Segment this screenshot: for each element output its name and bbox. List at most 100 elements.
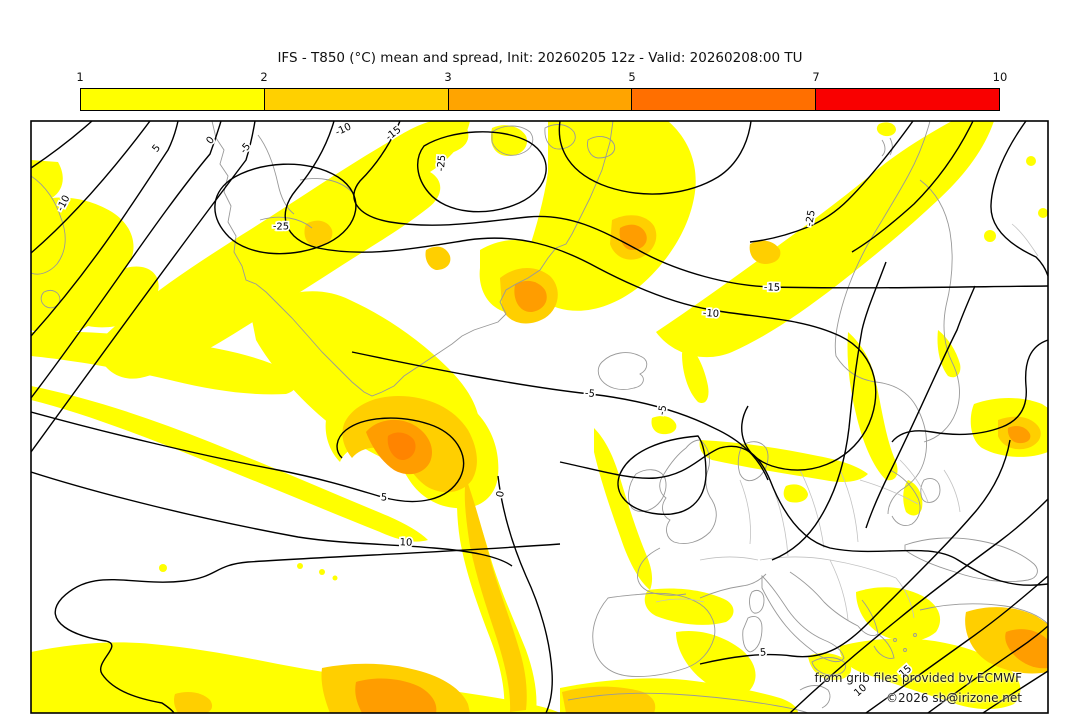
coastline-path [789, 571, 859, 627]
border-path [799, 469, 825, 549]
contour-lines [31, 121, 1048, 713]
spread-area [1007, 426, 1031, 444]
colorbar-tick-label: 7 [812, 70, 820, 84]
spread-area [464, 478, 527, 712]
contour-path [749, 121, 914, 243]
spread-area [699, 440, 868, 482]
contour-path [990, 121, 1048, 277]
spread-area [31, 642, 560, 713]
spread-area [984, 230, 996, 242]
colorbar-tick-label: 10 [992, 70, 1008, 84]
map-frame [30, 120, 1049, 714]
contour-path [31, 121, 93, 169]
spread-area [31, 386, 428, 542]
spread-area [174, 692, 213, 713]
spread-area [651, 416, 677, 435]
spread-area [594, 428, 653, 590]
contour-path [851, 121, 974, 253]
contour-path [417, 131, 547, 213]
spread-area [676, 630, 756, 694]
spread-area [355, 678, 437, 713]
colorbar-tick-label: 5 [628, 70, 636, 84]
coastline-path [904, 537, 1038, 582]
border-path [895, 577, 915, 619]
contour-label: 0 [495, 490, 507, 498]
border-path [839, 469, 859, 543]
spread-low-areas [31, 121, 1048, 713]
contour-path [559, 445, 1048, 586]
coastline-path [211, 121, 614, 397]
spread-area [426, 121, 469, 154]
spread-higher-areas [387, 432, 416, 461]
coastline-path [491, 125, 534, 156]
spread-area [839, 638, 1021, 710]
colorbar-ticks: 1 2 3 5 7 10 [76, 70, 1007, 85]
spread-area [95, 121, 470, 379]
contour-label: -10 [334, 121, 353, 138]
spread-area [682, 340, 709, 404]
coastline-path [799, 685, 831, 709]
border-path [739, 479, 751, 545]
contour-label: 5 [380, 492, 387, 503]
contour-path [927, 625, 1048, 713]
coastline-path [699, 573, 767, 599]
contour-path [558, 121, 752, 195]
coastline-path [737, 441, 769, 482]
coastline-path [903, 648, 907, 652]
border-path [899, 459, 929, 503]
spread-area [297, 563, 303, 569]
spread-area [525, 121, 696, 311]
border-path [699, 556, 759, 561]
attribution-line-1: from grib files provided by ECMWF [814, 671, 1022, 685]
coastline-path [592, 592, 716, 677]
contour-path [617, 435, 707, 515]
coastline-path [544, 124, 576, 150]
contour-path [865, 575, 1048, 713]
coastline-path [893, 638, 897, 642]
spread-area [1005, 629, 1048, 669]
colorbar-segment [447, 89, 632, 110]
colorbar-segment [631, 89, 816, 110]
spread-area [332, 575, 338, 581]
spread-area [749, 240, 781, 264]
border-path [655, 598, 705, 603]
contour-path [31, 471, 513, 567]
spread-area [903, 480, 923, 516]
contour-path [891, 339, 1048, 443]
contour-path [982, 670, 1048, 713]
coastline-path [40, 289, 61, 309]
border-path [943, 469, 961, 513]
coastline-path [637, 547, 687, 596]
spread-area [1026, 156, 1036, 166]
contour-path [31, 121, 179, 337]
spread-area [425, 246, 451, 270]
colorbar-tick-label: 1 [76, 70, 84, 84]
attribution: from grib files provided by ECMWF ©2026 … [814, 668, 1022, 708]
spread-area [31, 331, 297, 395]
contour-path [31, 121, 256, 453]
coastline-path [31, 175, 66, 275]
attribution-line-2: ©2026 sb@irizone.net [886, 691, 1022, 705]
contour-label: 5 [760, 647, 767, 658]
coastline-path [919, 179, 960, 443]
spread-mid-areas [174, 215, 1048, 713]
colorbar-segment [815, 89, 999, 110]
spread-area [847, 332, 898, 481]
coastline-path [749, 589, 765, 614]
contour-path [353, 121, 1048, 289]
spread-area [1038, 208, 1048, 218]
border-path [1011, 223, 1039, 257]
contour-label: -25 [436, 154, 448, 171]
colorbar-segment [81, 89, 264, 110]
coastline-path [257, 134, 295, 215]
border-path [829, 559, 849, 621]
spread-area [937, 330, 961, 378]
spread-area [31, 160, 159, 335]
spread-area [387, 432, 416, 461]
border-path [859, 479, 919, 505]
coastline-path [628, 469, 667, 512]
contour-path [31, 121, 222, 399]
coastline-path [597, 352, 648, 390]
contour-path [771, 261, 887, 561]
contour-path [699, 439, 1011, 665]
